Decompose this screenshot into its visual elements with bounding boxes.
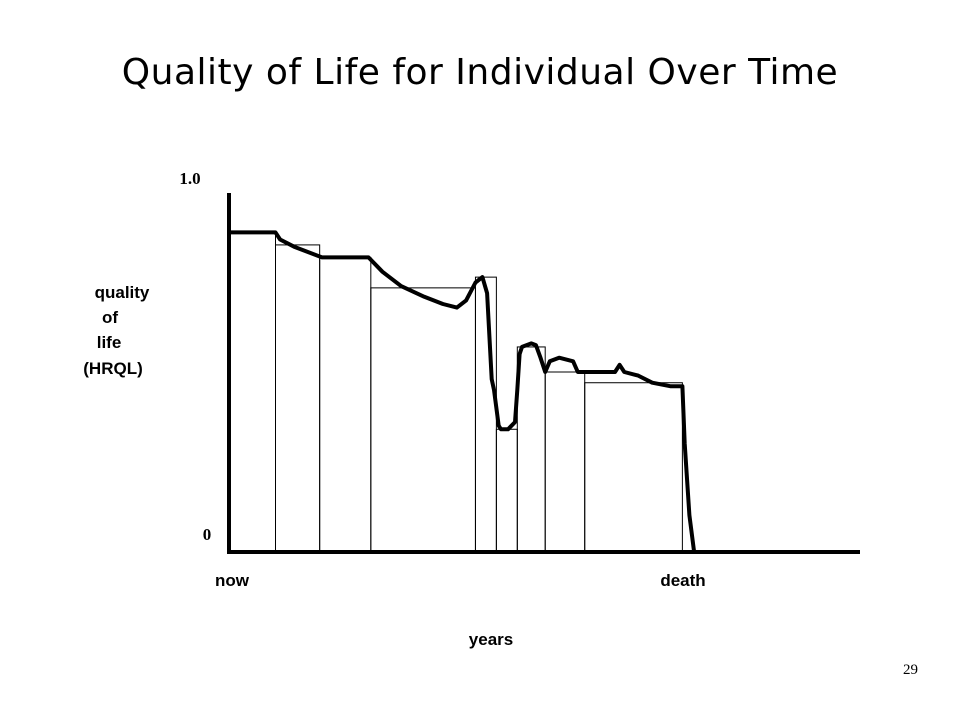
- step-rectangles: [228, 231, 683, 552]
- step-rect-9: [584, 382, 683, 552]
- step-rect-8: [544, 371, 586, 552]
- step-rect-5: [474, 276, 497, 552]
- x-axis-label: years: [469, 630, 513, 649]
- y-axis-label-line-2: of: [102, 308, 118, 327]
- slide-title: Quality of Life for Individual Over Time: [121, 52, 839, 93]
- page-number: 29: [903, 662, 918, 678]
- step-rect-1: [228, 231, 276, 552]
- step-rect-3: [319, 256, 372, 552]
- y-axis-label-line-1: quality: [95, 283, 150, 302]
- y-tick-label-bottom: 0: [203, 525, 212, 544]
- hrql-curve: [227, 230, 696, 553]
- step-rect-2: [275, 244, 321, 552]
- step-rect-4: [370, 287, 476, 552]
- y-axis-label-line-3: life: [97, 333, 122, 352]
- y-tick-label-top: 1.0: [179, 169, 200, 188]
- y-axis-label: quality of life (HRQL): [83, 283, 150, 378]
- x-tick-label-now: now: [215, 571, 250, 590]
- step-rect-6: [495, 428, 518, 552]
- step-rect-7: [516, 346, 546, 552]
- y-axis-label-line-4: (HRQL): [83, 359, 142, 378]
- x-tick-label-death: death: [660, 571, 705, 590]
